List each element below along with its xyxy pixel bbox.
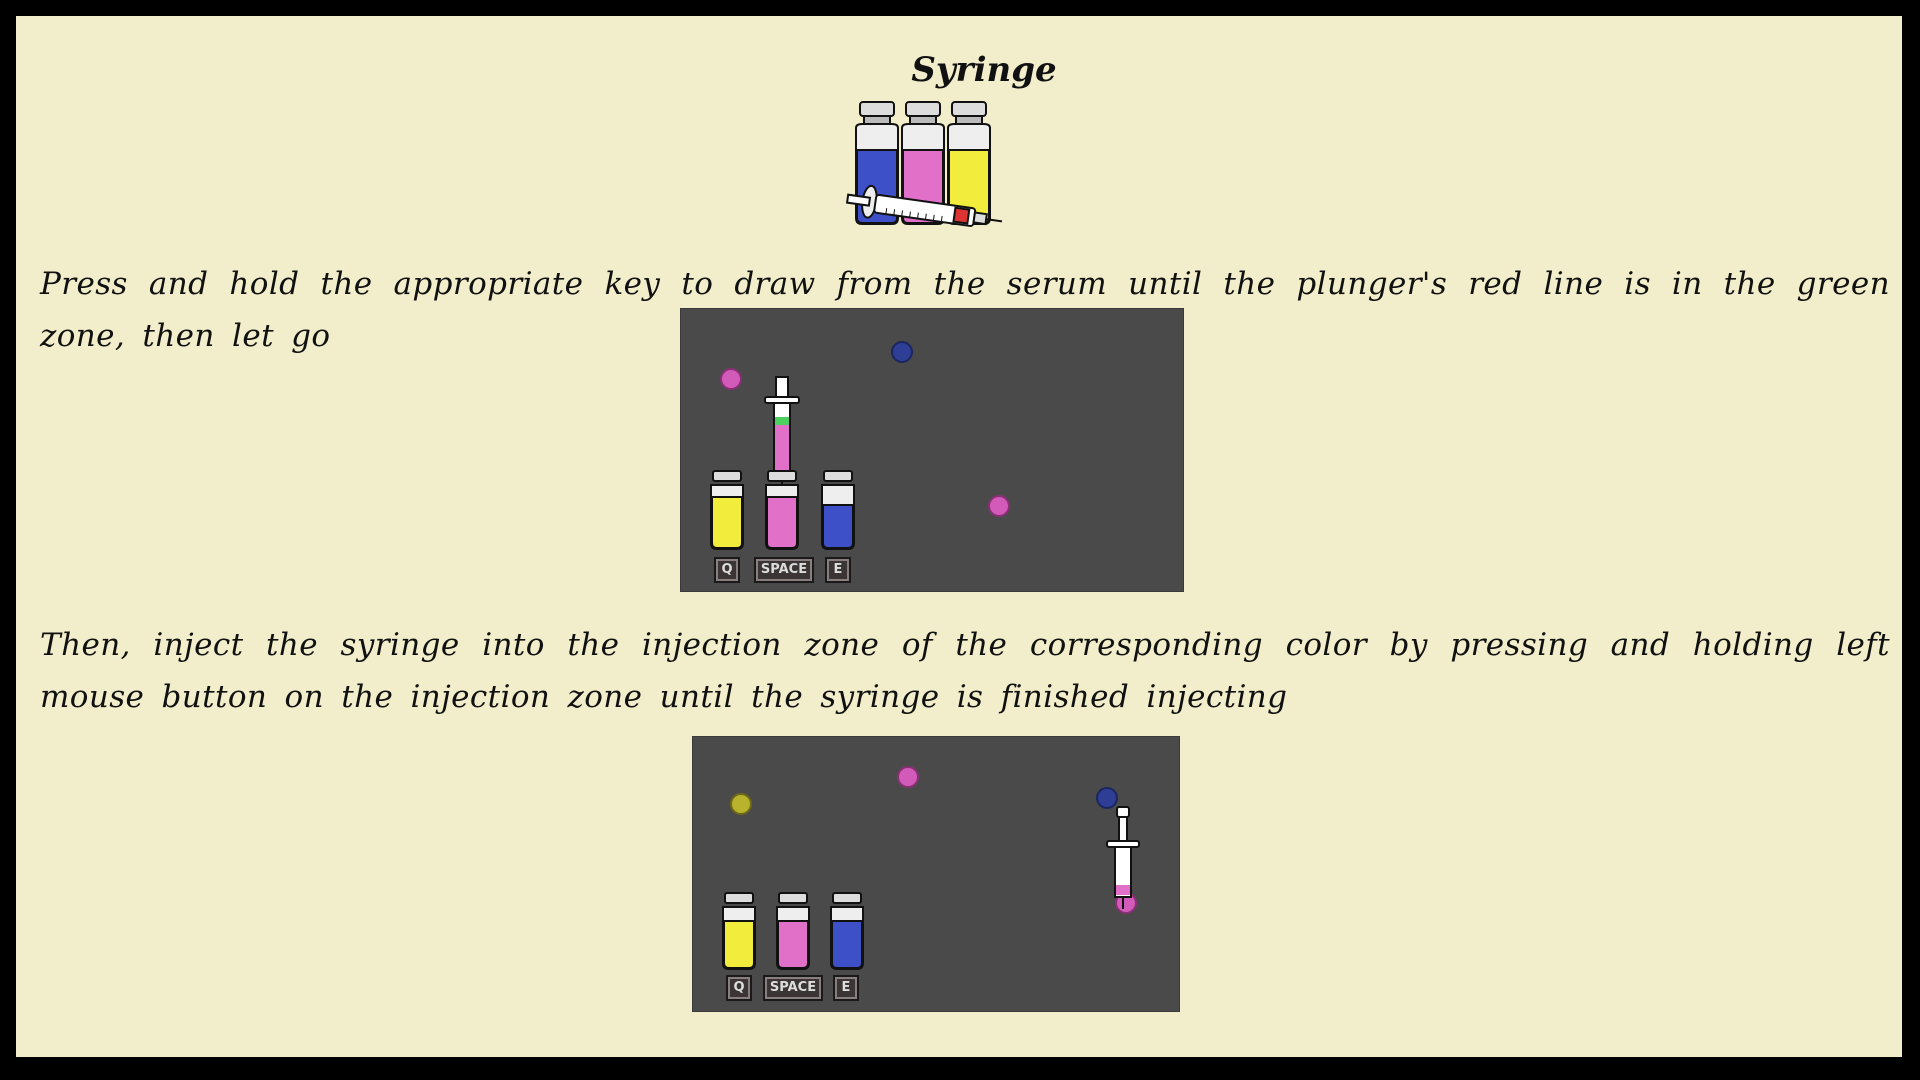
- injection-zone-icon: [720, 368, 742, 390]
- injection-zone-icon: [988, 495, 1010, 517]
- vial-icon: [830, 892, 864, 970]
- draw-instruction: Press and hold the appropriate key to dr…: [40, 266, 1890, 354]
- draw-demo-scene: Q SPACE E: [680, 308, 1184, 592]
- draw-demo-sprites: [710, 376, 855, 550]
- injection-zone-icon: [730, 793, 752, 815]
- injection-zone-icon: [897, 766, 919, 788]
- syringe-icon: [1106, 806, 1140, 909]
- injection-zone-icon: [1096, 787, 1118, 809]
- key-q: Q: [726, 975, 752, 1001]
- inject-demo-scene: Q SPACE E: [692, 736, 1180, 1012]
- key-q: Q: [714, 557, 740, 583]
- syringe-icon: [764, 376, 800, 485]
- vial-icon: [776, 892, 810, 970]
- vial-icon: [901, 101, 945, 225]
- vial-icon: [821, 470, 855, 550]
- key-space: SPACE: [754, 557, 814, 583]
- key-e: E: [833, 975, 859, 1001]
- vial-icon: [947, 101, 991, 225]
- key-e: E: [825, 557, 851, 583]
- tutorial-panel: Syringe Press: [16, 16, 1902, 1057]
- injection-zone-icon: [891, 341, 913, 363]
- key-space: SPACE: [763, 975, 823, 1001]
- inject-instruction: Then, inject the syringe into the inject…: [40, 627, 1890, 715]
- page-title: Syringe: [911, 50, 1057, 90]
- syringe-icon: [845, 184, 1003, 227]
- vial-icon: [722, 892, 756, 970]
- vial-icon: [710, 470, 744, 550]
- vial-icon: [765, 470, 799, 550]
- inject-demo-sprites: [722, 806, 1140, 970]
- syringe-vials-illustration: [845, 101, 1003, 227]
